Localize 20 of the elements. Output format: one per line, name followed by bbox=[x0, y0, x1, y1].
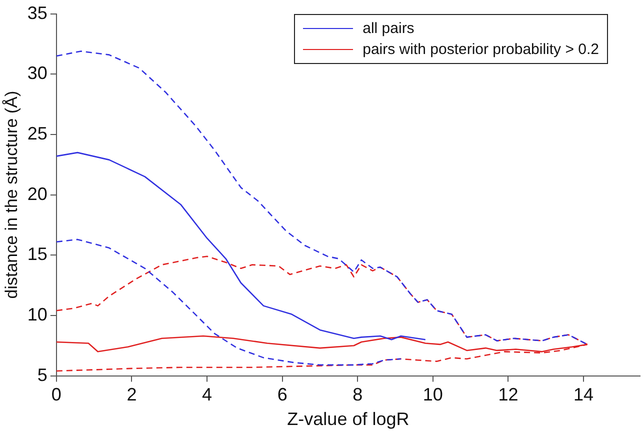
x-tick-label: 10 bbox=[422, 384, 443, 405]
y-tick-label: 20 bbox=[27, 184, 48, 204]
line-series bbox=[56, 238, 402, 366]
y-axis-title: distance in the structure (Å) bbox=[2, 90, 21, 299]
x-tick-label: 14 bbox=[574, 384, 594, 405]
y-tick-label: 30 bbox=[27, 63, 48, 84]
x-tick-label: 2 bbox=[126, 384, 137, 405]
x-tick-label: 4 bbox=[202, 384, 212, 405]
y-tick-label: 25 bbox=[27, 123, 48, 144]
y-tick-label: 35 bbox=[27, 2, 48, 23]
x-tick-label: 8 bbox=[352, 384, 363, 405]
x-axis-title: Z-value of logR bbox=[287, 409, 410, 430]
x-tick-label: 0 bbox=[51, 384, 62, 405]
legend-label: all pairs bbox=[362, 20, 414, 37]
x-tick-label: 6 bbox=[277, 384, 288, 405]
y-tick-label: 10 bbox=[27, 304, 48, 324]
y-tick-label: 15 bbox=[27, 244, 48, 264]
legend-label: pairs with posterior probability > 0.2 bbox=[362, 41, 599, 58]
x-tick-label: 12 bbox=[498, 384, 518, 405]
y-tick-label: 5 bbox=[37, 364, 48, 385]
